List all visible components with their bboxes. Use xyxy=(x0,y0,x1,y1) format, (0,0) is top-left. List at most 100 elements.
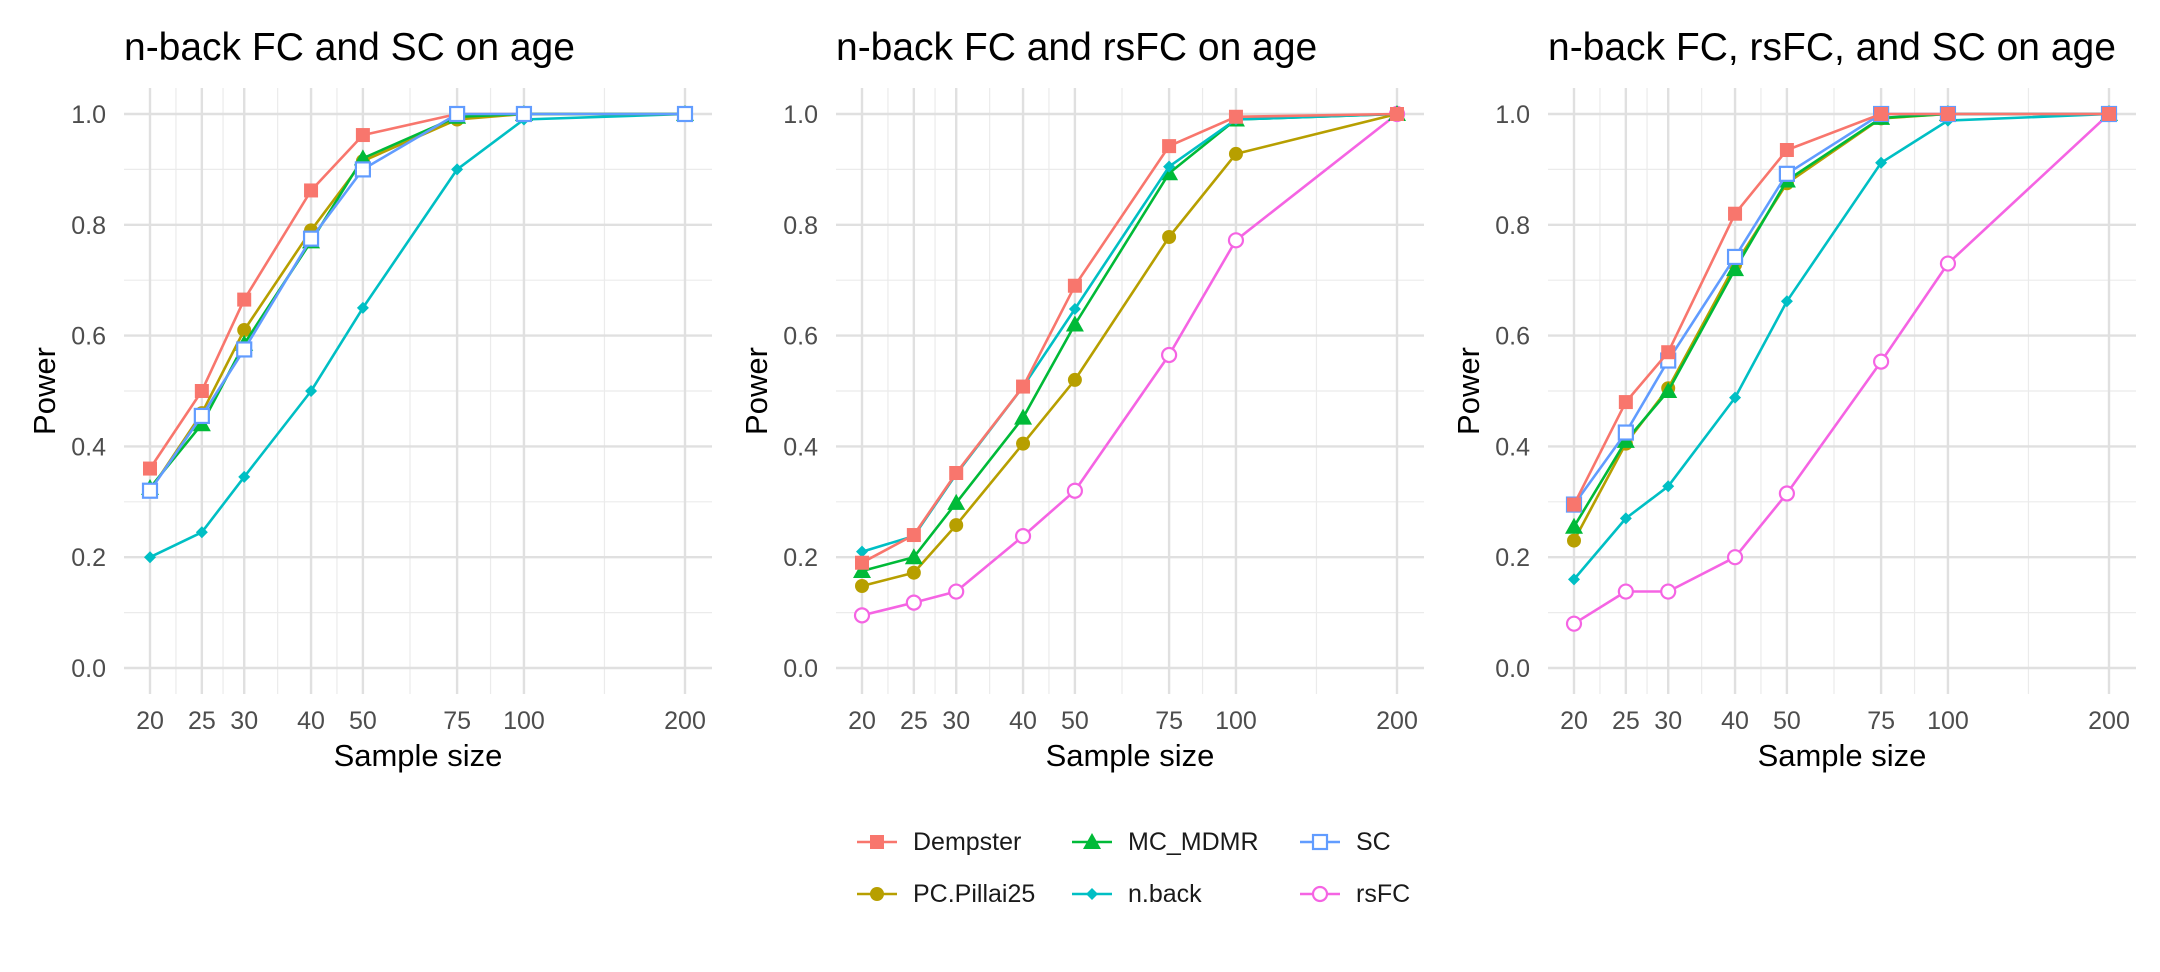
data-point xyxy=(1873,353,1890,370)
series-line xyxy=(861,112,1398,588)
data-point xyxy=(947,493,966,510)
x-tick-label: 25 xyxy=(1612,707,1640,735)
y-tick-label: 0.0 xyxy=(783,655,818,683)
legend-key xyxy=(1072,888,1112,900)
data-point xyxy=(355,128,370,143)
data-point xyxy=(1728,206,1743,221)
x-tick-label: 75 xyxy=(1867,707,1895,735)
data-point xyxy=(1067,278,1082,293)
data-point xyxy=(1565,517,1583,534)
x-tick-label: 20 xyxy=(848,707,876,735)
y-tick-label: 0.6 xyxy=(783,323,818,351)
legend-label: PC.Pillai25 xyxy=(913,879,1036,908)
panel-2: n-back FC and rsFC on age 0.0 0.2 0.4 0.6 0.… xyxy=(712,0,1432,800)
x-tick-label: 30 xyxy=(1654,707,1682,735)
data-point xyxy=(948,583,965,600)
x-axis-title: Sample size xyxy=(1046,738,1215,773)
series-n-back xyxy=(1568,108,2115,586)
legend-key xyxy=(857,887,897,901)
x-tick-label: 20 xyxy=(1560,707,1588,735)
y-tick-label: 0.2 xyxy=(71,544,106,572)
grid xyxy=(1548,88,2136,694)
series-mc-mdmr xyxy=(141,105,694,495)
data-point xyxy=(193,407,210,425)
legend-item: SC xyxy=(1298,822,1391,862)
x-axis-title: Sample size xyxy=(1758,738,1927,773)
y-tick-label: 0.0 xyxy=(1495,655,1530,683)
x-tick-label: 75 xyxy=(443,707,471,735)
data-point xyxy=(2102,107,2116,121)
legend-label: n.back xyxy=(1128,879,1202,908)
y-axis-title: Power xyxy=(1451,347,1486,435)
x-tick-label: 100 xyxy=(1927,707,1969,735)
data-point xyxy=(354,161,371,178)
data-point xyxy=(856,545,868,558)
data-point xyxy=(1729,391,1742,404)
chart-plot: 0.0 0.2 0.4 0.6 0.8 1.0 20 25 30 40 50 75 100 200 Samp… xyxy=(1451,88,2136,773)
data-point xyxy=(1567,497,1581,512)
data-point xyxy=(302,230,320,247)
x-tick-label: 40 xyxy=(1721,707,1749,735)
data-point xyxy=(1726,248,1744,266)
series-dempster xyxy=(1567,107,2116,512)
data-point xyxy=(1726,260,1745,277)
y-tick-label: 0.6 xyxy=(1495,323,1530,351)
legend-item: PC.Pillai25 xyxy=(855,874,1035,914)
legend-marker xyxy=(1311,885,1329,903)
data-point xyxy=(949,518,964,533)
x-tick-label: 50 xyxy=(349,707,377,735)
data-point xyxy=(141,482,159,499)
series-mc-mdmr xyxy=(853,105,1406,579)
data-point xyxy=(237,292,252,307)
series-line xyxy=(149,112,686,559)
y-tick-label: 1.0 xyxy=(783,101,818,129)
y-tick-label: 0.6 xyxy=(71,323,106,351)
y-axis-title: Power xyxy=(739,347,774,435)
legend-marker xyxy=(1311,833,1329,851)
data-point xyxy=(906,528,921,543)
data-point xyxy=(1068,303,1081,316)
chart-title: n-back FC, rsFC, and SC on age xyxy=(1548,26,2116,69)
data-point xyxy=(144,551,156,564)
data-point xyxy=(1014,408,1033,425)
x-tick-label: 40 xyxy=(297,707,325,735)
x-tick-label: 100 xyxy=(1215,707,1257,735)
data-point xyxy=(1618,395,1633,410)
data-point xyxy=(1565,615,1583,632)
series-line xyxy=(861,112,1398,564)
legend-label: MC_MDMR xyxy=(1128,827,1259,856)
legend-key xyxy=(1300,885,1340,903)
data-point xyxy=(304,183,319,198)
data-point xyxy=(1163,160,1176,173)
panel-3: n-back FC, rsFC, and SC on age 0.0 0.2 0.4… xyxy=(1424,0,2160,800)
legend-item: n.back xyxy=(1070,874,1202,914)
data-point xyxy=(195,526,208,539)
x-tick-label: 50 xyxy=(1061,707,1089,735)
x-tick-label: 200 xyxy=(2088,707,2130,735)
legend: Dempster PC.Pillai25 MC_MDMR n.back SC r… xyxy=(855,822,1555,942)
series-pc-pillai25 xyxy=(855,107,1404,594)
y-axis-title: Power xyxy=(27,347,62,435)
data-point xyxy=(1067,372,1082,387)
data-point xyxy=(853,562,871,579)
data-point xyxy=(236,341,253,358)
x-tick-label: 25 xyxy=(188,707,216,735)
series-dempster xyxy=(855,107,1404,570)
legend-label: rsFC xyxy=(1356,879,1411,908)
x-tick-label: 30 xyxy=(942,707,970,735)
y-tick-label: 0.2 xyxy=(1495,544,1530,572)
panel-1: n-back FC and SC on age 0.0 0.2 0.4 0.6 0.8 1… xyxy=(0,0,720,800)
data-point xyxy=(1227,232,1245,249)
y-tick-label: 0.0 xyxy=(71,655,106,683)
series-n-back xyxy=(856,108,1403,558)
legend-label: SC xyxy=(1356,827,1391,856)
data-point xyxy=(1619,512,1632,525)
data-point xyxy=(1162,139,1177,154)
data-point xyxy=(1660,583,1677,600)
y-tick-label: 1.0 xyxy=(1495,101,1530,129)
data-point xyxy=(1726,549,1744,566)
data-point xyxy=(855,555,869,570)
legend-item: MC_MDMR xyxy=(1070,822,1259,862)
data-point xyxy=(1228,109,1243,124)
series-sc xyxy=(1565,105,2118,513)
